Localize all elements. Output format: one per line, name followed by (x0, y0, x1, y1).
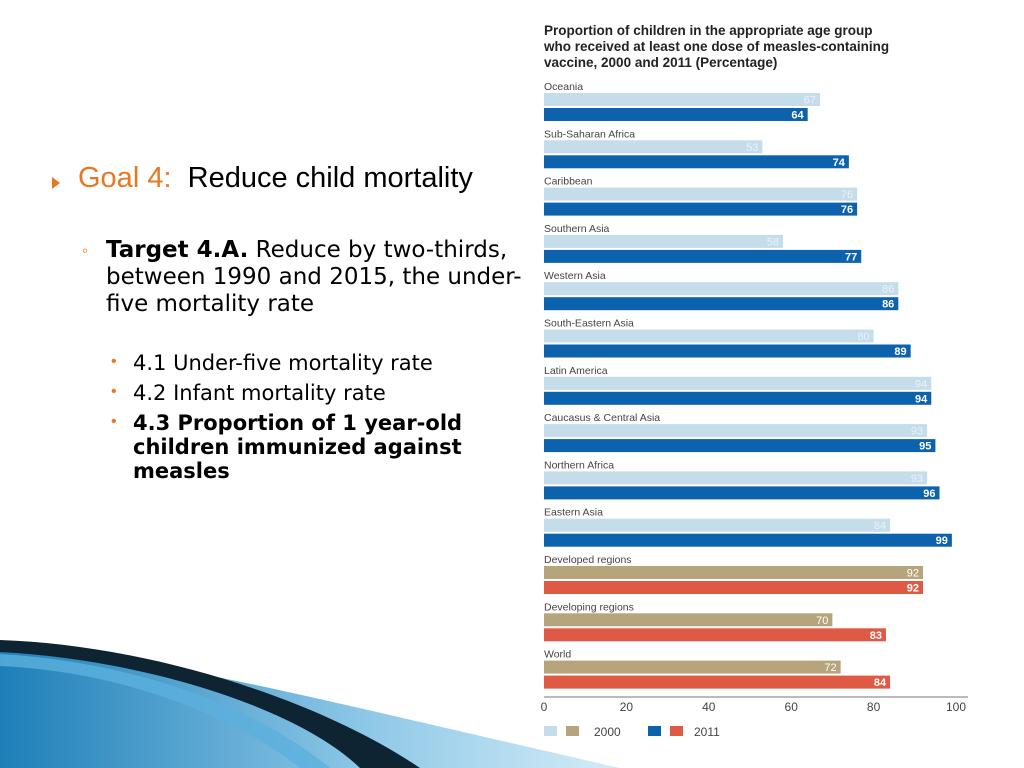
bar-2011 (544, 297, 899, 311)
indicator-bullet-icon: • (111, 383, 117, 400)
legend-swatch-2011-regional (648, 726, 661, 736)
category-label: Latin America (544, 365, 608, 377)
bar-2000 (544, 234, 783, 248)
target-text-block: Target 4.A. Reduce by two-thirds, betwee… (106, 237, 531, 318)
bar-2000 (544, 93, 821, 106)
bar-2011 (544, 202, 858, 216)
bar-2000 (544, 282, 899, 296)
bar-2000 (544, 424, 928, 438)
bar-2011-label: 95 (919, 441, 931, 453)
bar-2000-label: 72 (824, 662, 836, 674)
legend-label-2000: 2000 (594, 725, 621, 739)
bar-2000-label: 76 (841, 189, 853, 201)
bar-2011-label: 94 (915, 393, 928, 405)
bar-2011 (544, 675, 891, 689)
category-label: Southern Asia (544, 223, 610, 235)
indicator-item: 4.2 Infant mortality rate (133, 381, 386, 405)
goal-label: Goal 4: (78, 162, 172, 194)
bar-2011 (544, 533, 952, 547)
bar-2011-label: 86 (882, 299, 894, 311)
x-tick-label: 40 (702, 700, 716, 714)
x-tick-label: 20 (620, 700, 634, 714)
bar-2000-label: 86 (882, 284, 894, 296)
bar-2000-label: 67 (804, 95, 816, 107)
bar-2011-label: 84 (874, 677, 887, 689)
bar-2011-label: 77 (845, 251, 857, 263)
bar-2011-label: 83 (870, 630, 882, 642)
legend-swatch-2000-regional (544, 726, 557, 736)
target-label: Target 4.A. (106, 237, 249, 263)
target-bullet-circle-icon: ◦ (82, 241, 89, 260)
bar-2000 (544, 471, 928, 485)
bar-2000-label: 93 (911, 426, 923, 438)
category-label: Oceania (544, 81, 583, 93)
legend-label-2011: 2011 (694, 725, 720, 739)
legend-swatch-2000-aggregate (566, 726, 579, 736)
bar-2000-label: 93 (911, 473, 923, 485)
measles-vaccination-chart: Proportion of children in the appropriat… (541, 23, 968, 739)
category-label: Eastern Asia (544, 507, 603, 519)
bar-2000 (544, 566, 924, 579)
bar-2000-label: 58 (767, 236, 779, 248)
bar-2011-label: 96 (923, 488, 935, 500)
bar-2000 (544, 376, 932, 390)
category-label: Caribbean (544, 176, 593, 188)
x-tick-label: 80 (867, 700, 881, 714)
bar-2000 (544, 140, 763, 154)
x-tick-label: 60 (785, 700, 799, 714)
bar-2011 (544, 249, 862, 263)
chart-title: Proportion of children in the appropriat… (543, 23, 889, 70)
bar-2000 (544, 329, 874, 343)
goal-text: Reduce child mortality (187, 162, 473, 194)
bar-2000-label: 70 (816, 615, 828, 627)
x-tick-label: 0 (541, 700, 548, 714)
bar-2011-label: 74 (833, 157, 846, 169)
category-label: World (544, 649, 571, 661)
bar-2011-label: 92 (907, 583, 919, 595)
bar-2011 (544, 108, 808, 121)
bar-2011 (544, 581, 924, 594)
bar-2011 (544, 155, 849, 169)
bar-2000 (544, 518, 891, 532)
bar-2011 (544, 628, 886, 642)
category-label: Caucasus & Central Asia (544, 412, 660, 424)
bar-2011-label: 89 (894, 346, 906, 358)
indicator-bullet-icon: • (111, 353, 117, 370)
bar-2000-label: 53 (746, 142, 758, 154)
target-text: Reduce by two-thirds, between 1990 and 2… (106, 237, 522, 317)
decorative-swoosh (0, 640, 620, 768)
indicator-bullet-icon: • (111, 413, 117, 430)
category-label: Northern Africa (544, 459, 614, 471)
goal-bullet-arrow-icon (52, 177, 60, 189)
x-tick-label: 100 (946, 700, 966, 714)
category-label: South-Eastern Asia (544, 318, 634, 330)
category-label: Western Asia (544, 270, 606, 282)
category-label: Sub-Saharan Africa (544, 128, 635, 140)
bar-2011 (544, 486, 940, 500)
bar-2000 (544, 613, 833, 627)
bar-2011-label: 99 (936, 535, 948, 547)
bar-2000-label: 84 (874, 520, 886, 532)
bar-2000 (544, 660, 841, 674)
indicator-item-highlighted: 4.3 Proportion of 1 year-old children im… (133, 411, 463, 483)
bar-2000 (544, 187, 858, 201)
bar-2011 (544, 391, 932, 405)
category-label: Developing regions (544, 601, 634, 613)
bar-2011 (544, 439, 936, 453)
legend-swatch-2011-aggregate (670, 726, 683, 736)
bar-2011-label: 64 (791, 110, 804, 122)
goal-heading: Goal 4: Reduce child mortality (78, 163, 498, 194)
bar-2011 (544, 344, 911, 358)
bar-2000-label: 92 (907, 568, 919, 580)
indicator-item: 4.1 Under-five mortality rate (133, 351, 433, 375)
bar-2000-label: 94 (915, 378, 927, 390)
category-label: Developed regions (544, 554, 632, 566)
bar-2000-label: 80 (857, 331, 869, 343)
bar-2011-label: 76 (841, 204, 853, 216)
